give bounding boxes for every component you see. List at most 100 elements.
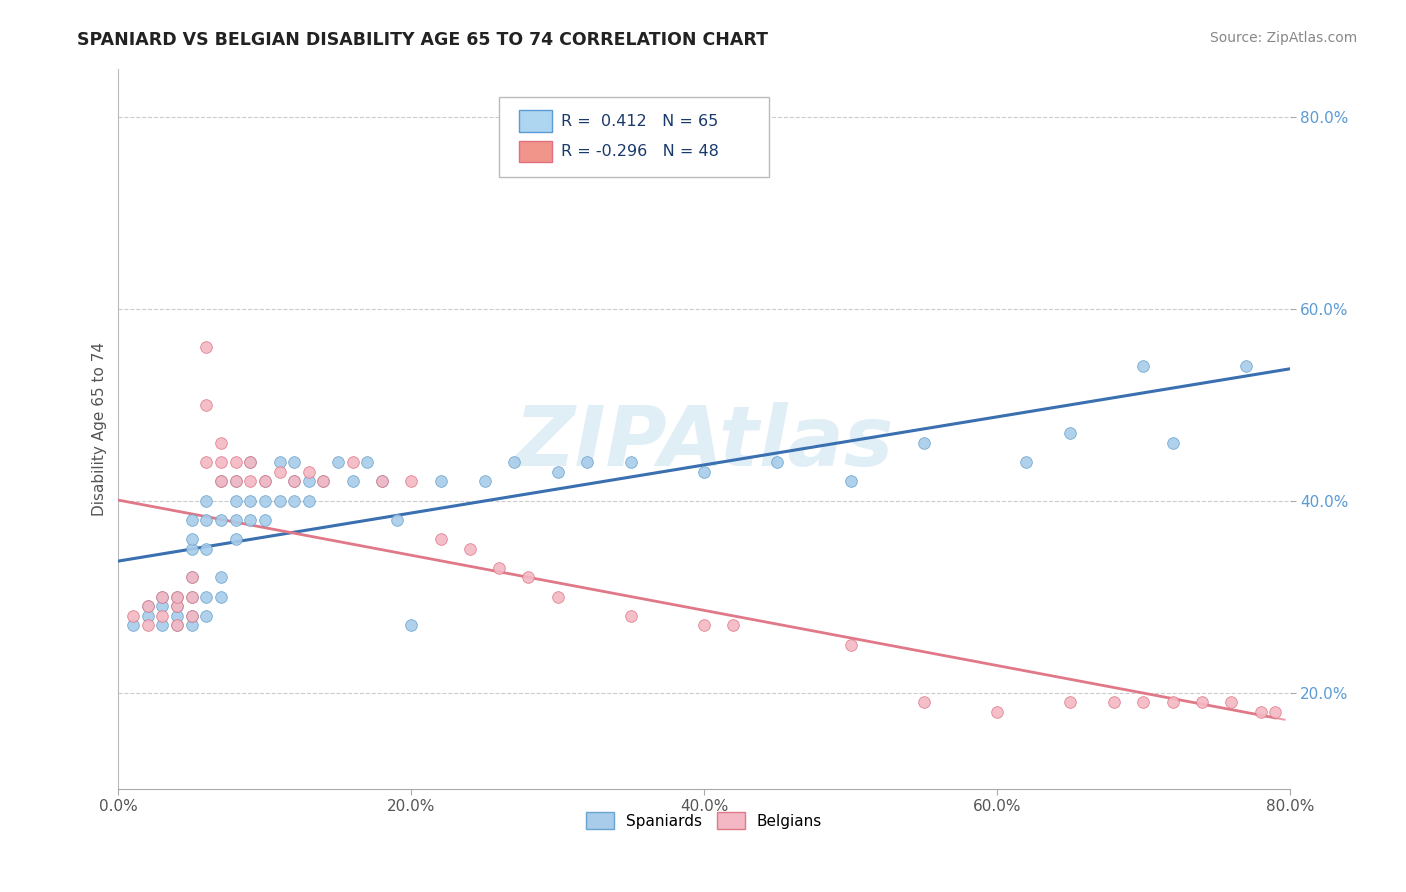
Point	[150, 590, 173, 604]
Point	[1132, 359, 1154, 373]
Point	[225, 455, 247, 469]
Point	[429, 532, 451, 546]
Point	[283, 455, 305, 469]
Y-axis label: Disability Age 65 to 74: Disability Age 65 to 74	[93, 342, 107, 516]
Point	[150, 608, 173, 623]
Point	[239, 493, 262, 508]
Point	[166, 590, 188, 604]
Point	[195, 493, 218, 508]
Point	[342, 455, 364, 469]
Point	[180, 618, 202, 632]
Point	[180, 590, 202, 604]
Point	[298, 465, 321, 479]
Point	[1015, 455, 1038, 469]
Point	[488, 560, 510, 574]
Point	[1132, 695, 1154, 709]
Point	[136, 599, 159, 614]
Point	[195, 541, 218, 556]
Point	[239, 513, 262, 527]
Point	[1191, 695, 1213, 709]
Point	[766, 455, 789, 469]
Point	[1250, 705, 1272, 719]
Point	[180, 590, 202, 604]
FancyBboxPatch shape	[519, 141, 553, 162]
Point	[401, 475, 423, 489]
Point	[166, 608, 188, 623]
Point	[723, 618, 745, 632]
Point	[356, 455, 378, 469]
Point	[312, 475, 335, 489]
Point	[195, 340, 218, 354]
Point	[180, 541, 202, 556]
Point	[693, 465, 716, 479]
Point	[385, 513, 408, 527]
Point	[225, 532, 247, 546]
Point	[401, 618, 423, 632]
Point	[1059, 426, 1081, 441]
Point	[180, 608, 202, 623]
Point	[136, 618, 159, 632]
Point	[1161, 695, 1184, 709]
Point	[209, 570, 232, 584]
Point	[150, 599, 173, 614]
Point	[209, 455, 232, 469]
Point	[166, 618, 188, 632]
Point	[1264, 705, 1286, 719]
Point	[209, 475, 232, 489]
Point	[429, 475, 451, 489]
Point	[166, 590, 188, 604]
Point	[620, 608, 643, 623]
Point	[342, 475, 364, 489]
Point	[225, 493, 247, 508]
Point	[1102, 695, 1125, 709]
Point	[298, 493, 321, 508]
Point	[122, 608, 145, 623]
Point	[283, 475, 305, 489]
Point	[136, 608, 159, 623]
Point	[166, 599, 188, 614]
Point	[180, 570, 202, 584]
Point	[195, 398, 218, 412]
Point	[517, 570, 540, 584]
Text: R =  0.412   N = 65: R = 0.412 N = 65	[561, 113, 718, 128]
Point	[209, 475, 232, 489]
Point	[502, 455, 524, 469]
Point	[839, 638, 862, 652]
Point	[180, 608, 202, 623]
Point	[166, 599, 188, 614]
Point	[576, 455, 599, 469]
Point	[195, 608, 218, 623]
Text: SPANIARD VS BELGIAN DISABILITY AGE 65 TO 74 CORRELATION CHART: SPANIARD VS BELGIAN DISABILITY AGE 65 TO…	[77, 31, 768, 49]
Legend: Spaniards, Belgians: Spaniards, Belgians	[581, 806, 828, 835]
Point	[253, 475, 276, 489]
Point	[253, 493, 276, 508]
Point	[239, 455, 262, 469]
Point	[269, 455, 291, 469]
Point	[269, 493, 291, 508]
Point	[225, 475, 247, 489]
Point	[209, 590, 232, 604]
Point	[150, 590, 173, 604]
Point	[547, 465, 569, 479]
Point	[1220, 695, 1243, 709]
Point	[620, 455, 643, 469]
Point	[195, 590, 218, 604]
Point	[986, 705, 1008, 719]
Point	[693, 618, 716, 632]
Point	[458, 541, 481, 556]
Point	[195, 455, 218, 469]
Point	[253, 513, 276, 527]
Point	[225, 513, 247, 527]
Point	[209, 436, 232, 450]
Text: Source: ZipAtlas.com: Source: ZipAtlas.com	[1209, 31, 1357, 45]
Point	[180, 513, 202, 527]
Point	[283, 475, 305, 489]
Point	[180, 570, 202, 584]
Point	[253, 475, 276, 489]
Point	[547, 590, 569, 604]
Point	[136, 599, 159, 614]
Point	[239, 475, 262, 489]
Point	[225, 475, 247, 489]
Point	[269, 465, 291, 479]
Point	[912, 695, 935, 709]
